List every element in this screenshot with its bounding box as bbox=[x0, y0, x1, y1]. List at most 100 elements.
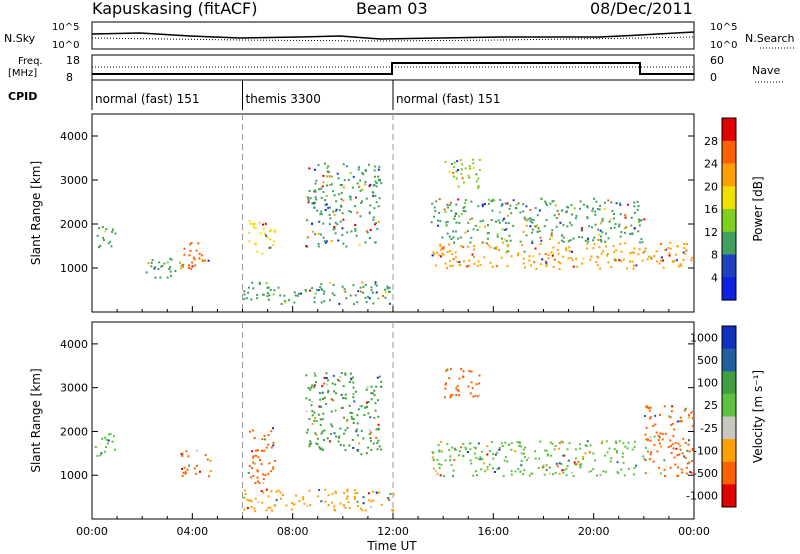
colorbar-tick-label: -25 bbox=[700, 422, 718, 435]
data-cell bbox=[438, 198, 441, 201]
data-cell bbox=[255, 449, 257, 452]
data-cell bbox=[207, 259, 210, 262]
data-cell bbox=[190, 242, 193, 244]
data-cell bbox=[514, 470, 517, 473]
data-cell bbox=[574, 457, 577, 460]
data-cell bbox=[545, 204, 548, 207]
data-cell bbox=[444, 383, 447, 386]
data-cell bbox=[298, 500, 301, 503]
data-cell bbox=[266, 236, 269, 239]
data-cell bbox=[597, 228, 600, 231]
colorbar-tick-label: 8 bbox=[711, 249, 718, 262]
data-cell bbox=[609, 460, 612, 463]
data-cell bbox=[432, 459, 435, 462]
data-cell bbox=[315, 381, 317, 384]
data-cell bbox=[469, 167, 472, 170]
data-cell bbox=[588, 451, 591, 454]
data-cell bbox=[324, 241, 327, 244]
data-cell bbox=[558, 472, 561, 475]
data-cell bbox=[364, 406, 367, 409]
data-cell bbox=[505, 251, 508, 254]
data-cell bbox=[315, 442, 318, 445]
data-cell bbox=[339, 444, 342, 446]
data-cell bbox=[319, 213, 322, 216]
data-cell bbox=[448, 170, 451, 173]
data-cell bbox=[572, 475, 575, 477]
data-cell bbox=[349, 172, 352, 175]
data-cell bbox=[201, 259, 204, 262]
data-cell bbox=[457, 237, 460, 240]
data-cell bbox=[330, 423, 333, 426]
data-cell bbox=[377, 439, 380, 442]
data-cell bbox=[262, 223, 264, 226]
data-cell bbox=[436, 458, 439, 461]
data-cell bbox=[313, 296, 316, 299]
data-cell bbox=[440, 255, 442, 258]
data-cell bbox=[353, 498, 356, 500]
data-cell bbox=[506, 460, 509, 463]
data-cell bbox=[683, 242, 686, 245]
data-cell bbox=[338, 435, 341, 438]
data-cell bbox=[479, 264, 482, 266]
data-cell bbox=[313, 301, 316, 304]
data-cell bbox=[373, 394, 376, 397]
data-cell bbox=[208, 475, 210, 478]
data-cell bbox=[432, 253, 435, 256]
colorbar-swatch bbox=[722, 277, 736, 301]
data-cell bbox=[539, 263, 542, 266]
data-cell bbox=[368, 297, 371, 300]
data-cell bbox=[453, 161, 456, 164]
data-cell bbox=[587, 240, 590, 243]
data-cell bbox=[444, 396, 446, 399]
data-cell bbox=[636, 200, 639, 203]
data-cell bbox=[438, 467, 441, 470]
data-cell bbox=[305, 397, 308, 400]
data-cell bbox=[524, 218, 527, 221]
data-cell bbox=[305, 410, 308, 413]
colorbar-tick-label: 12 bbox=[704, 226, 718, 239]
data-cell bbox=[638, 224, 641, 227]
data-cell bbox=[251, 281, 254, 284]
data-cell bbox=[619, 235, 622, 238]
data-cell bbox=[525, 219, 528, 222]
data-cell bbox=[347, 178, 350, 181]
data-cell bbox=[334, 210, 337, 213]
data-cell bbox=[633, 440, 636, 443]
data-cell bbox=[622, 258, 625, 261]
data-cell bbox=[539, 440, 542, 443]
data-cell bbox=[558, 462, 561, 465]
data-cell bbox=[519, 240, 522, 243]
data-cell bbox=[522, 203, 525, 206]
data-cell bbox=[676, 454, 679, 457]
data-cell bbox=[643, 218, 646, 221]
data-cell bbox=[318, 188, 321, 191]
data-cell bbox=[361, 188, 364, 191]
data-cell bbox=[371, 392, 374, 395]
data-cell bbox=[314, 432, 317, 435]
data-cell bbox=[498, 467, 500, 470]
data-cell bbox=[383, 288, 386, 291]
data-cell bbox=[510, 470, 513, 473]
data-cell bbox=[510, 473, 513, 476]
data-cell bbox=[349, 198, 352, 201]
date-title: 08/Dec/2011 bbox=[590, 0, 693, 18]
data-cell bbox=[318, 392, 321, 394]
data-cell bbox=[327, 391, 329, 394]
data-cell bbox=[677, 442, 680, 445]
data-cell bbox=[307, 386, 310, 389]
data-cell bbox=[376, 442, 379, 444]
data-cell bbox=[673, 428, 676, 431]
data-cell bbox=[525, 234, 528, 237]
data-cell bbox=[671, 405, 674, 408]
data-cell bbox=[326, 383, 329, 386]
data-cell bbox=[308, 190, 311, 192]
data-cell bbox=[250, 298, 253, 301]
data-cell bbox=[599, 473, 602, 476]
data-cell bbox=[346, 495, 349, 498]
data-cell bbox=[455, 203, 458, 206]
data-cell bbox=[451, 446, 454, 449]
data-cell bbox=[598, 246, 601, 249]
data-cell bbox=[324, 209, 327, 211]
data-cell bbox=[461, 163, 464, 166]
y-tick-label: 1000 bbox=[60, 469, 88, 482]
